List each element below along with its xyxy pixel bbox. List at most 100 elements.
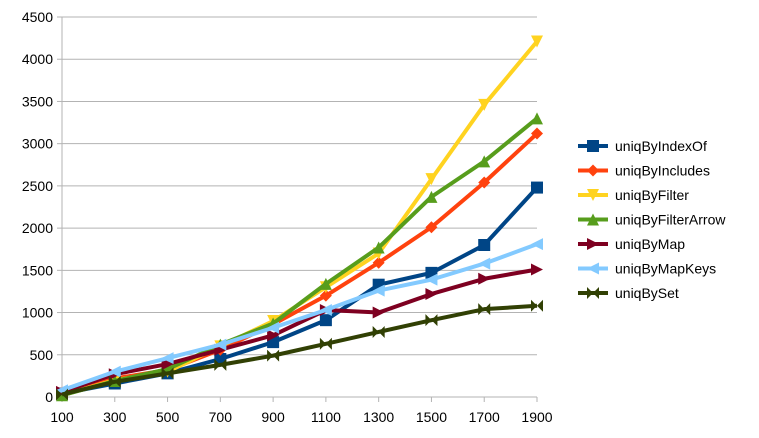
- data-point-uniqByFilterArrow: [478, 155, 491, 168]
- data-point-uniqBySet: [56, 388, 68, 401]
- data-point-uniqByIndexOf: [531, 181, 543, 194]
- legend-item-uniqByMap: uniqByMap: [578, 236, 685, 252]
- data-point-uniqByMapKeys: [372, 284, 385, 297]
- data-point-uniqByFilter: [425, 173, 438, 186]
- series-uniqByFilterArrow: [56, 112, 543, 402]
- legend-item-uniqByFilter: uniqByFilter: [578, 187, 689, 203]
- legend-label: uniqByFilter: [615, 187, 689, 203]
- data-point-uniqBySet: [531, 299, 543, 312]
- data-point-uniqByMapKeys: [478, 257, 491, 270]
- y-tick-label: 4500: [22, 9, 53, 25]
- legend-marker: [587, 262, 599, 275]
- data-point-uniqBySet: [478, 303, 491, 316]
- x-tick-label: 700: [209, 409, 233, 425]
- series-line-uniqByMap: [61, 267, 538, 394]
- data-point-uniqByFilterArrow: [425, 190, 438, 203]
- data-point-uniqByMap: [478, 272, 491, 285]
- series-line-uniqByFilterArrow: [61, 116, 539, 398]
- data-point-uniqByMapKeys: [267, 321, 280, 334]
- y-tick-label: 3500: [22, 93, 53, 109]
- data-point-uniqByFilterArrow: [319, 277, 332, 290]
- data-point-uniqByMapKeys: [425, 273, 438, 286]
- legend-item-uniqByMapKeys: uniqByMapKeys: [578, 261, 716, 277]
- data-point-uniqByIncludes: [372, 256, 385, 269]
- series-line-uniqBySet: [61, 303, 538, 397]
- series-uniqBySet: [56, 299, 543, 401]
- data-point-uniqByMapKeys: [108, 365, 121, 378]
- data-point-uniqByFilter: [531, 35, 543, 48]
- legend-marker: [587, 287, 599, 299]
- data-point-uniqByMap: [161, 358, 174, 371]
- x-tick-label: 1700: [469, 409, 500, 425]
- x-axis-ticks: 100 300 500 700 900 1100 1300 1500 1700 1900: [50, 409, 552, 425]
- x-tick-label: 1300: [363, 409, 394, 425]
- data-point-uniqByIncludes: [425, 221, 438, 234]
- y-axis-ticks: 0 500 1000 1500 2000 2500 3000 3500 4000 4500: [22, 9, 53, 405]
- x-tick-label: 900: [261, 409, 285, 425]
- data-point-uniqByIncludes: [531, 127, 543, 140]
- legend-item-uniqByIndexOf: uniqByIndexOf: [578, 138, 707, 154]
- legend-label: uniqByFilterArrow: [615, 212, 726, 228]
- data-point-uniqByIndexOf: [319, 314, 332, 327]
- data-point-uniqBySet: [108, 375, 121, 388]
- legend-label: uniqByIncludes: [615, 163, 710, 179]
- legend-label: uniqByIndexOf: [615, 138, 707, 154]
- legend-label: uniqByMap: [615, 236, 685, 252]
- data-point-uniqByMap: [531, 263, 543, 276]
- legend-marker: [587, 140, 599, 152]
- data-point-uniqByMapKeys: [319, 304, 332, 317]
- data-point-uniqByIncludes: [478, 176, 491, 189]
- legend-label: uniqBySet: [615, 285, 679, 301]
- x-tick-label: 1900: [521, 409, 552, 425]
- x-tick-label: 1500: [416, 409, 447, 425]
- series-uniqByMapKeys: [56, 238, 543, 397]
- legend-marker: [587, 189, 599, 201]
- data-point-uniqByFilter: [478, 98, 491, 111]
- data-point-uniqByIncludes: [319, 289, 332, 302]
- x-tick-label: 300: [103, 409, 127, 425]
- y-tick-label: 3000: [22, 136, 53, 152]
- data-point-uniqBySet: [267, 349, 280, 362]
- legend-item-uniqBySet: uniqBySet: [578, 285, 679, 301]
- x-tick-label: 1100: [311, 409, 341, 425]
- y-tick-label: 2500: [22, 178, 53, 194]
- legend-label: uniqByMapKeys: [615, 261, 716, 277]
- data-point-uniqByMapKeys: [531, 238, 543, 251]
- y-tick-label: 4000: [22, 51, 53, 67]
- series-line-uniqByFilter: [61, 40, 539, 398]
- series-uniqByFilter: [56, 35, 543, 402]
- legend-marker: [587, 164, 599, 177]
- data-point-uniqBySet: [372, 325, 385, 338]
- series-uniqByIncludes: [56, 127, 543, 399]
- legend-item-uniqByIncludes: uniqByIncludes: [578, 163, 710, 179]
- data-point-uniqBySet: [425, 314, 438, 327]
- data-point-uniqBySet: [214, 358, 227, 371]
- legend: uniqByIndexOf uniqByIncludes uniqByFilter u…: [578, 138, 726, 301]
- x-tick-label: 500: [156, 409, 180, 425]
- data-point-uniqBySet: [161, 367, 174, 380]
- y-tick-label: 1500: [22, 262, 53, 278]
- data-point-uniqByMap: [372, 306, 385, 319]
- data-point-uniqByMap: [425, 287, 438, 300]
- data-point-uniqByFilterArrow: [56, 389, 68, 402]
- series-line-uniqByIndexOf: [61, 186, 539, 396]
- y-tick-label: 500: [30, 347, 54, 363]
- legend-marker: [587, 213, 599, 226]
- y-tick-label: 2000: [22, 220, 53, 236]
- data-point-uniqByIndexOf: [478, 239, 491, 251]
- series-lines: [56, 35, 543, 402]
- legend-item-uniqByFilterArrow: uniqByFilterArrow: [578, 212, 726, 228]
- data-point-uniqByFilterArrow: [372, 241, 385, 254]
- y-tick-label: 1000: [22, 305, 53, 321]
- legend-marker: [587, 238, 599, 250]
- y-tick-label: 0: [45, 389, 53, 405]
- x-tick-label: 100: [50, 409, 74, 425]
- data-point-uniqByMapKeys: [161, 352, 174, 365]
- data-point-uniqBySet: [319, 337, 332, 350]
- data-point-uniqByMapKeys: [214, 338, 227, 351]
- data-point-uniqByMap: [267, 329, 280, 342]
- series-line-uniqByMapKeys: [61, 242, 538, 393]
- data-point-uniqByFilterArrow: [531, 112, 543, 125]
- grid-lines: [57, 16, 538, 402]
